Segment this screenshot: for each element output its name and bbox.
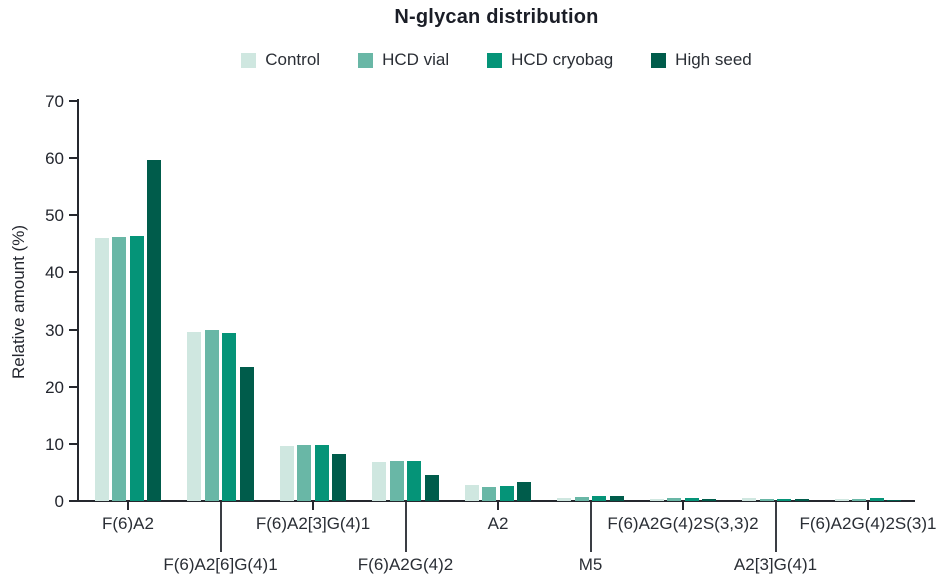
legend-item-hcd-cryobag: HCD cryobag	[487, 50, 613, 70]
x-tick-m5	[589, 502, 592, 552]
bar-hcd-cryobag-f-6-a2	[130, 236, 144, 501]
bar-high-seed-a2	[517, 482, 531, 501]
y-tick-60	[69, 157, 77, 160]
bar-hcd-vial-f-6-a2g-4-2	[390, 461, 404, 501]
bar-high-seed-f-6-a2-6-g-4-1	[240, 367, 254, 501]
bar-hcd-cryobag-f-6-a2g-4-2s-3-3-2	[685, 498, 699, 501]
y-tick-label-30: 30	[45, 320, 64, 340]
y-tick-30	[69, 328, 77, 331]
x-tick-a2-3-g-4-1	[774, 502, 777, 552]
bar-high-seed-a2-3-g-4-1	[795, 499, 809, 501]
bar-high-seed-f-6-a2	[147, 160, 161, 501]
bar-hcd-cryobag-a2-3-g-4-1	[777, 499, 791, 501]
chart-title: N-glycan distribution	[394, 6, 599, 28]
legend-label: Control	[265, 50, 321, 69]
legend-swatch-hcd-cryobag	[487, 52, 503, 68]
legend-item-control: Control	[241, 50, 320, 70]
legend-swatch-high-seed	[651, 52, 667, 68]
y-tick-70	[69, 100, 77, 102]
y-tick-10	[69, 442, 77, 445]
bar-high-seed-f-6-a2g-4-2s-3-1	[887, 500, 901, 501]
legend-item-high-seed: High seed	[651, 50, 752, 70]
y-tick-label-10: 10	[45, 434, 64, 454]
x-label-a2: A2	[487, 514, 509, 533]
bar-high-seed-f-6-a2g-4-2	[425, 475, 439, 501]
bar-control-a2-3-g-4-1	[742, 498, 756, 501]
x-label-f-6-a2g-4-2s-3-1: F(6)A2G(4)2S(3)1	[799, 514, 937, 533]
x-label-f-6-a2-6-g-4-1: F(6)A2[6]G(4)1	[163, 555, 278, 574]
bar-hcd-cryobag-f-6-a2g-4-2	[407, 461, 421, 501]
x-tick-f-6-a2-6-g-4-1	[219, 502, 222, 552]
bar-high-seed-f-6-a2-3-g-4-1	[332, 454, 346, 501]
legend-label: HCD cryobag	[511, 50, 614, 69]
x-tick-f-6-a2-3-g-4-1	[312, 502, 314, 510]
legend-label: HCD vial	[382, 50, 450, 69]
x-tick-a2	[497, 502, 499, 510]
y-axis-line	[77, 99, 79, 502]
bar-control-f-6-a2g-4-2s-3-1	[835, 499, 849, 501]
y-tick-label-40: 40	[45, 263, 64, 283]
bar-control-f-6-a2	[95, 238, 109, 501]
y-tick-0	[69, 500, 77, 502]
bar-control-f-6-a2g-4-2	[372, 462, 386, 501]
bar-hcd-cryobag-f-6-a2g-4-2s-3-1	[870, 498, 884, 501]
x-tick-f-6-a2g-4-2	[404, 502, 407, 552]
bar-hcd-vial-f-6-a2g-4-2s-3-1	[852, 499, 866, 501]
y-tick-20	[69, 385, 77, 388]
y-tick-40	[69, 271, 77, 274]
x-label-f-6-a2-3-g-4-1: F(6)A2[3]G(4)1	[255, 514, 371, 533]
bar-hcd-vial-f-6-a2-3-g-4-1	[297, 445, 311, 501]
x-axis-line	[77, 500, 915, 502]
x-label-a2-3-g-4-1: A2[3]G(4)1	[733, 555, 818, 574]
x-label-f-6-a2: F(6)A2	[102, 514, 154, 533]
bar-hcd-vial-a2-3-g-4-1	[760, 499, 774, 501]
x-tick-f-6-a2g-4-2s-3-1	[867, 502, 869, 510]
legend-item-hcd-vial: HCD vial	[358, 50, 449, 70]
bar-hcd-vial-a2	[482, 487, 496, 501]
y-tick-label-0: 0	[54, 492, 64, 511]
bar-control-m5	[557, 498, 571, 501]
bar-high-seed-f-6-a2g-4-2s-3-3-2	[702, 499, 716, 501]
legend-swatch-control	[241, 52, 257, 68]
x-tick-f-6-a2	[127, 502, 129, 510]
bar-high-seed-m5	[610, 496, 624, 501]
legend-label: High seed	[675, 50, 752, 69]
bar-hcd-cryobag-a2	[500, 486, 514, 501]
y-tick-label-60: 60	[45, 149, 64, 169]
y-tick-label-70: 70	[45, 92, 64, 111]
bar-control-f-6-a2-3-g-4-1	[280, 446, 294, 501]
bar-hcd-cryobag-f-6-a2-3-g-4-1	[315, 445, 329, 501]
bar-control-f-6-a2g-4-2s-3-3-2	[650, 499, 664, 501]
y-tick-50	[69, 214, 77, 217]
legend: Control HCD vial HCD cryobag High seed	[78, 50, 915, 70]
x-tick-f-6-a2g-4-2s-3-3-2	[682, 502, 684, 510]
bar-hcd-cryobag-f-6-a2-6-g-4-1	[222, 333, 236, 501]
y-tick-label-20: 20	[45, 377, 64, 397]
bar-hcd-vial-f-6-a2g-4-2s-3-3-2	[667, 498, 681, 501]
bar-hcd-vial-f-6-a2-6-g-4-1	[205, 330, 219, 501]
y-axis-title: Relative amount (%)	[9, 225, 28, 380]
y-tick-label-50: 50	[45, 206, 64, 226]
bar-hcd-vial-f-6-a2	[112, 237, 126, 501]
x-label-f-6-a2g-4-2: F(6)A2G(4)2	[357, 555, 454, 574]
bar-control-a2	[465, 485, 479, 501]
x-label-m5: M5	[578, 555, 603, 574]
bar-hcd-vial-m5	[575, 497, 589, 501]
bar-hcd-cryobag-m5	[592, 496, 606, 501]
x-label-f-6-a2g-4-2s-3-3-2: F(6)A2G(4)2S(3,3)2	[607, 514, 759, 533]
bar-control-f-6-a2-6-g-4-1	[187, 332, 201, 501]
legend-swatch-hcd-vial	[358, 52, 374, 68]
